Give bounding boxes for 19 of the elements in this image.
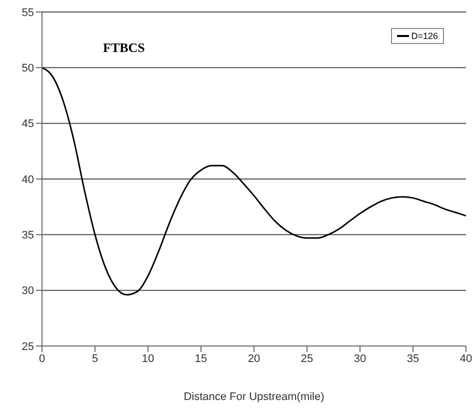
text: FTBCS: [103, 40, 145, 56]
y-tick-label: 55: [22, 6, 34, 19]
x-tick-label: 20: [248, 352, 260, 365]
x-tick-label: 25: [300, 352, 314, 365]
x-tick-label: 0: [38, 352, 46, 365]
x-tick-label: 15: [194, 352, 208, 365]
y-tick-label: 40: [22, 174, 34, 186]
x-tick-label: 40: [460, 352, 472, 365]
x-tick-label: 35: [406, 352, 420, 365]
y-tick-label: 25: [22, 340, 34, 353]
x-tick-label: 30: [354, 352, 366, 365]
y-tick-label: 30: [22, 285, 34, 298]
y-tick-label: 45: [22, 118, 34, 130]
x-tick-label: 5: [92, 352, 98, 365]
y-tick-label: 35: [22, 230, 34, 242]
x-tick-label: 10: [142, 352, 154, 365]
y-tick-label: 50: [22, 62, 34, 75]
x-axis-title: Distance For Upstream(mile): [184, 391, 324, 403]
legend-label: D=126: [411, 31, 438, 41]
